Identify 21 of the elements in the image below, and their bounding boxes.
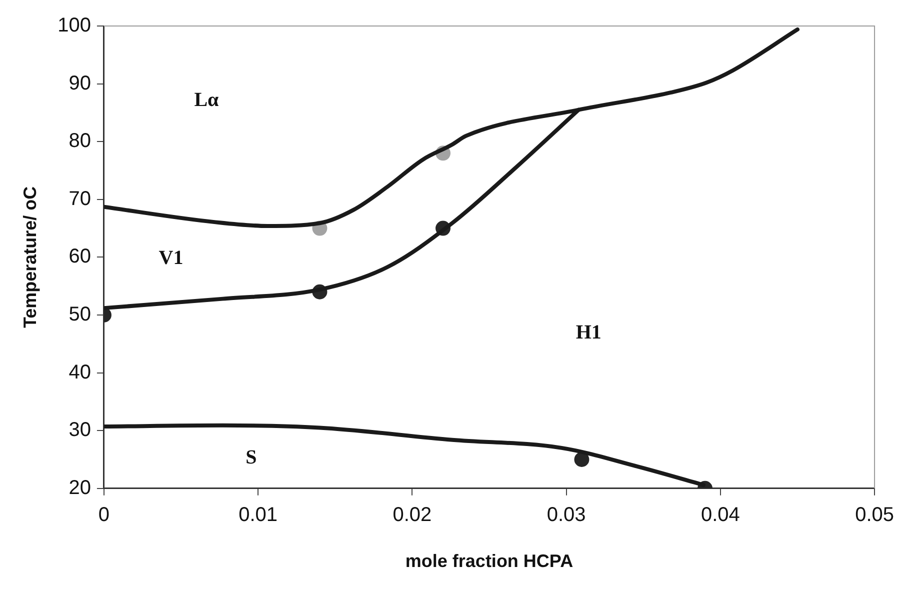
x-tick-label: 0.05 <box>855 504 894 526</box>
x-tick-label: 0.04 <box>700 504 740 526</box>
y-tick-label: 50 <box>68 304 91 326</box>
x-axis-title: mole fraction HCPA <box>405 551 574 572</box>
annotation: S <box>246 446 257 469</box>
y-axis-title: Temperature/ oC <box>20 186 40 328</box>
y-tick-label: 30 <box>68 419 91 442</box>
annotation: V1 <box>158 246 184 269</box>
annotation: H1 <box>576 322 602 344</box>
x-tick-label: 0.02 <box>392 504 432 526</box>
y-tick-label: 70 <box>68 188 91 210</box>
y-tick-label: 20 <box>68 476 91 499</box>
y-tick-label: 90 <box>68 72 91 94</box>
x-tick-label: 0.03 <box>546 504 586 526</box>
y-tick-label: 100 <box>58 14 91 37</box>
y-tick-label: 80 <box>68 130 91 152</box>
annotation: Lα <box>194 89 219 112</box>
y-tick-label: 60 <box>68 246 91 268</box>
y-tick-label: 40 <box>68 361 91 384</box>
x-tick-label: 0 <box>98 504 110 526</box>
x-tick-label: 0.01 <box>238 504 278 526</box>
